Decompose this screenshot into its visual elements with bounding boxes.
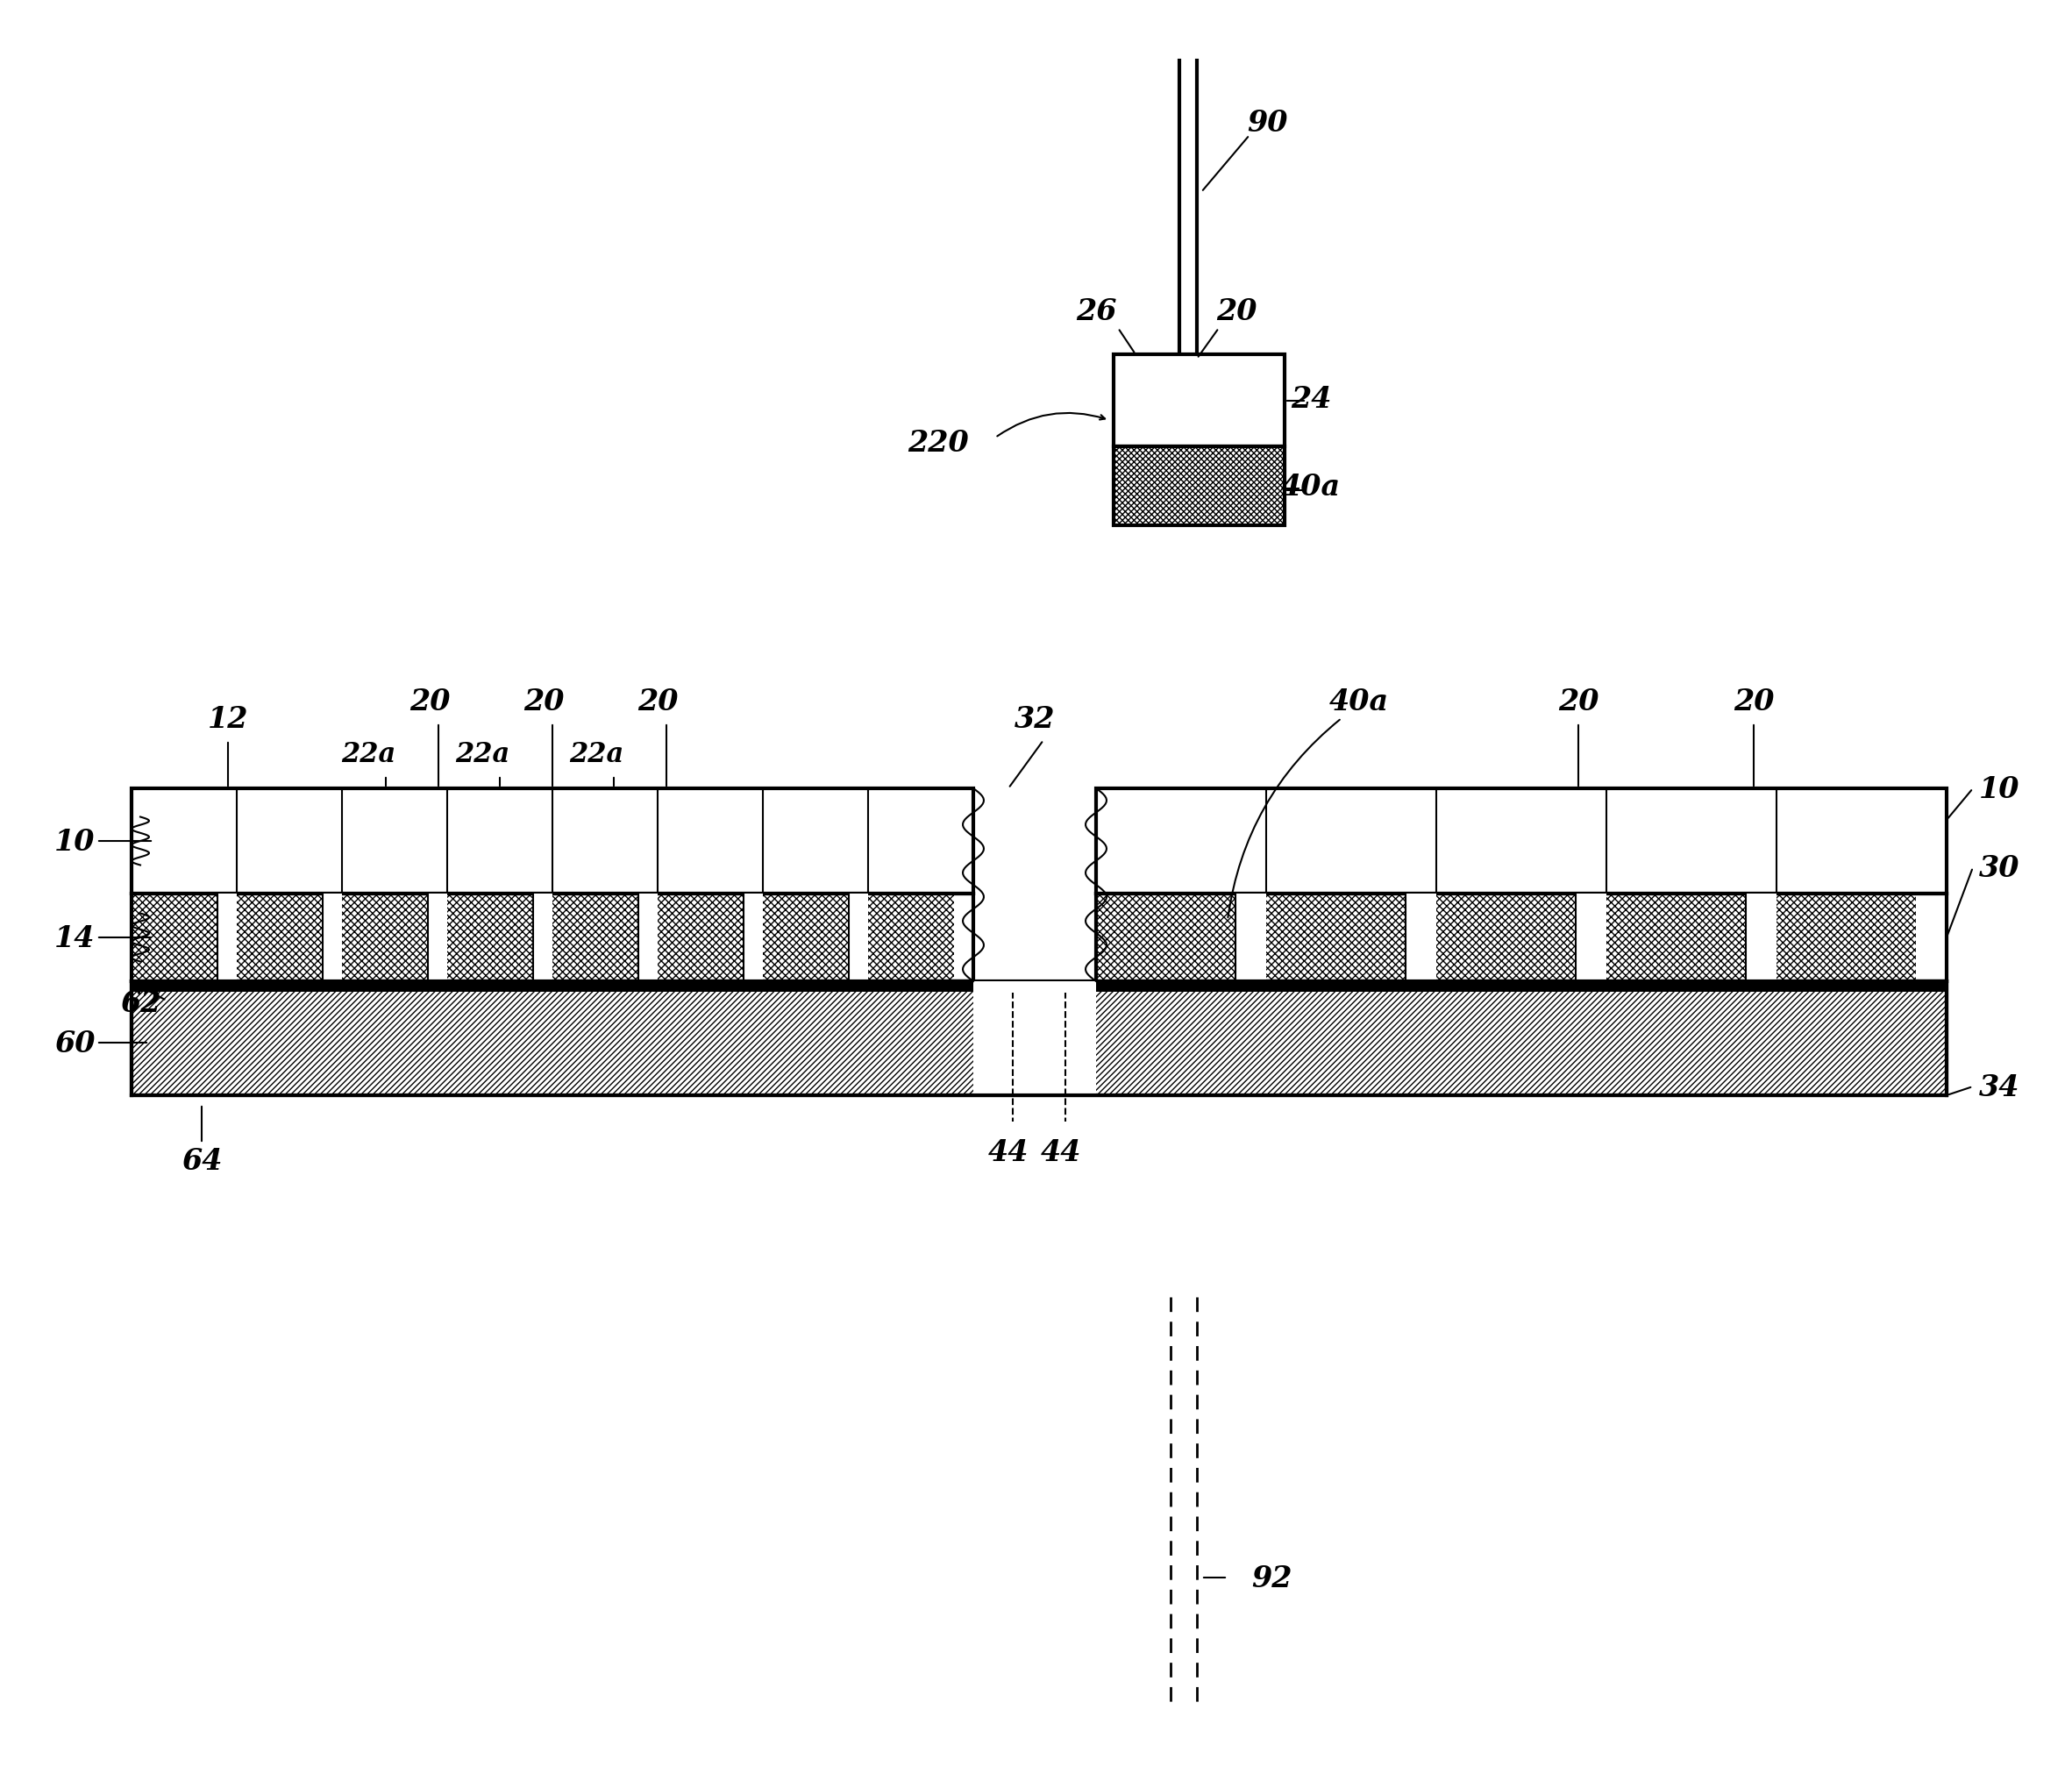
Text: 20: 20 bbox=[1734, 687, 1774, 715]
Bar bbox=[1113, 447, 1285, 526]
Bar bbox=[1096, 789, 1946, 894]
Bar bbox=[1747, 894, 1776, 982]
Bar bbox=[323, 894, 342, 982]
Bar bbox=[1235, 894, 1266, 982]
Bar bbox=[657, 894, 744, 982]
Bar bbox=[1436, 894, 1577, 982]
Text: 10: 10 bbox=[54, 826, 95, 856]
Text: 34: 34 bbox=[1979, 1073, 2020, 1101]
Text: 30: 30 bbox=[1979, 853, 2020, 881]
Text: 220: 220 bbox=[908, 427, 970, 458]
Text: 64: 64 bbox=[180, 1146, 222, 1177]
Bar bbox=[131, 982, 1946, 992]
Text: 12: 12 bbox=[207, 704, 249, 733]
Text: 14: 14 bbox=[54, 923, 95, 953]
Text: 44: 44 bbox=[1040, 1139, 1082, 1168]
Text: 26: 26 bbox=[1075, 297, 1117, 325]
Text: 62: 62 bbox=[120, 989, 162, 1017]
Bar bbox=[131, 894, 218, 982]
Text: 22a: 22a bbox=[456, 740, 510, 767]
Bar bbox=[236, 894, 323, 982]
Text: 40a: 40a bbox=[1330, 687, 1388, 715]
Bar bbox=[1606, 894, 1747, 982]
Bar bbox=[1776, 894, 1917, 982]
Bar bbox=[868, 894, 955, 982]
Bar bbox=[1096, 894, 1235, 982]
Bar bbox=[1577, 894, 1606, 982]
Text: 92: 92 bbox=[1251, 1563, 1291, 1591]
Bar bbox=[429, 894, 448, 982]
Text: 20: 20 bbox=[638, 687, 678, 715]
Bar bbox=[533, 894, 553, 982]
Text: 20: 20 bbox=[1558, 687, 1600, 715]
Bar bbox=[762, 894, 850, 982]
Text: 44: 44 bbox=[988, 1139, 1030, 1168]
Text: 20: 20 bbox=[410, 687, 450, 715]
Bar bbox=[850, 894, 868, 982]
Bar bbox=[218, 894, 236, 982]
Text: 60: 60 bbox=[54, 1028, 95, 1057]
Bar bbox=[638, 894, 657, 982]
Text: 24: 24 bbox=[1291, 384, 1332, 413]
Bar bbox=[342, 894, 429, 982]
Text: 10: 10 bbox=[1979, 774, 2020, 803]
Text: 22a: 22a bbox=[570, 740, 624, 767]
Bar bbox=[1113, 356, 1285, 447]
Bar bbox=[974, 982, 1096, 1096]
Bar bbox=[131, 789, 974, 894]
Bar bbox=[974, 982, 1096, 992]
Bar bbox=[553, 894, 638, 982]
Text: 90: 90 bbox=[1247, 109, 1287, 138]
Text: 20: 20 bbox=[524, 687, 564, 715]
Bar bbox=[1405, 894, 1436, 982]
Bar bbox=[1266, 894, 1405, 982]
Text: 22a: 22a bbox=[342, 740, 396, 767]
Bar bbox=[448, 894, 533, 982]
Text: 32: 32 bbox=[1015, 704, 1055, 733]
Bar bbox=[131, 982, 1946, 1096]
Text: 40a: 40a bbox=[1280, 472, 1341, 501]
Bar bbox=[744, 894, 762, 982]
Text: 20: 20 bbox=[1216, 297, 1258, 325]
